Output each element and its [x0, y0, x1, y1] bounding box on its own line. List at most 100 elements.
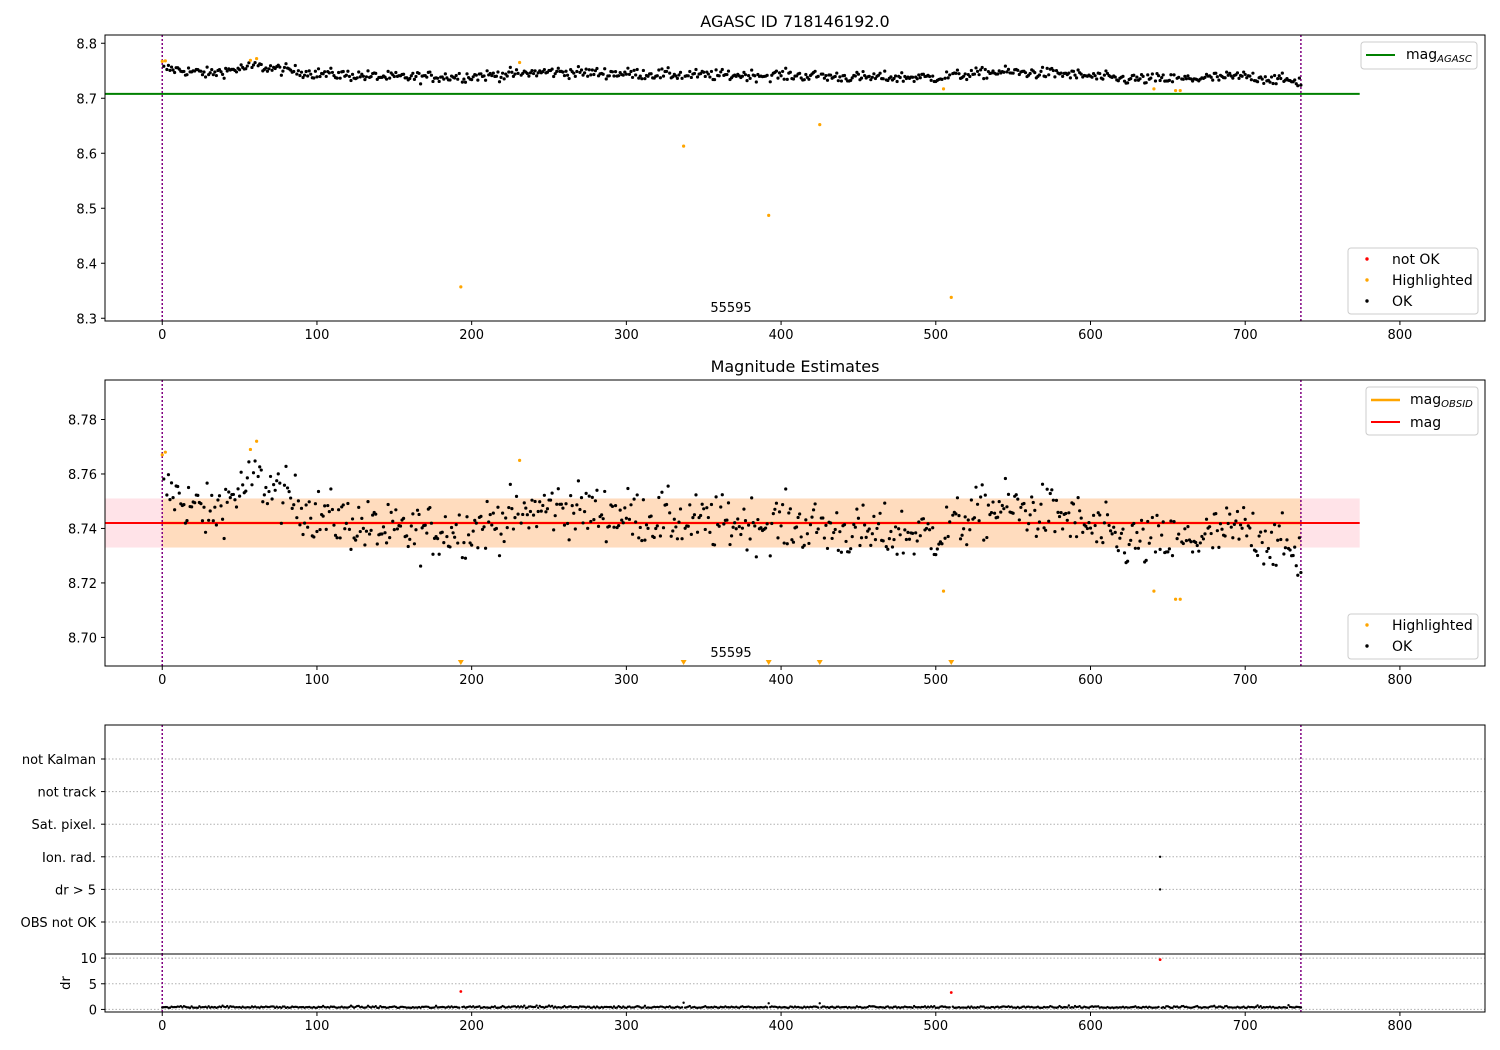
ok-point [785, 542, 789, 546]
ok-point [275, 479, 279, 483]
ok-point [1073, 73, 1077, 77]
dr-ok-point [196, 1006, 200, 1010]
ok-point [507, 505, 511, 510]
ok-point [906, 530, 910, 534]
agasc-obsid-label: 55595 [710, 301, 751, 316]
ok-point [496, 70, 500, 74]
x-tick-label: 700 [1233, 673, 1258, 688]
agasc-x-axis: 0 100 200 300 400 500 600 700 800 [158, 321, 1412, 343]
ok-point [487, 520, 491, 524]
ok-point [858, 543, 862, 548]
ok-point [556, 66, 560, 70]
ok-point [708, 530, 712, 534]
ok-point [658, 76, 663, 80]
ok-point [366, 69, 370, 73]
ok-point [1277, 74, 1281, 78]
ok-point [695, 530, 700, 534]
ok-point [635, 493, 639, 497]
ok-point [272, 483, 276, 487]
ok-point [207, 518, 211, 522]
ok-point [746, 73, 751, 78]
ok-point [1249, 543, 1253, 548]
ok-point [321, 514, 325, 518]
ok-point [582, 510, 587, 514]
dr-ok-point [1157, 1005, 1160, 1009]
ok-point [392, 528, 396, 532]
ok-point [595, 488, 599, 492]
y-tick-label: 8.72 [68, 577, 97, 592]
ok-point [740, 526, 744, 530]
highlighted-point [818, 123, 822, 127]
ok-point [743, 73, 748, 77]
ok-point [1101, 540, 1105, 545]
ok-point [443, 515, 447, 519]
ok-point [1269, 530, 1274, 534]
ok-point [1158, 78, 1162, 83]
ok-point [1161, 520, 1165, 524]
ok-point [910, 531, 915, 535]
estimates-y-axis: 8.70 8.72 8.74 8.76 8.78 [68, 413, 105, 646]
x-tick-label: 100 [305, 673, 330, 688]
y-tick-label: 8.6 [76, 147, 97, 162]
x-tick-label: 200 [459, 1019, 484, 1034]
ok-point [1198, 541, 1202, 545]
ok-point [946, 534, 950, 539]
ok-point [409, 74, 413, 78]
ok-point [552, 74, 556, 79]
ok-point [958, 537, 963, 541]
dr-not-ok-point [1158, 958, 1162, 962]
ok-point [802, 543, 806, 548]
dr-ok-point [535, 1004, 538, 1007]
ok-point [203, 530, 208, 534]
ok-point [1048, 491, 1052, 496]
ok-point [1129, 77, 1133, 81]
ok-point [279, 73, 283, 77]
ok-point [1194, 540, 1198, 545]
ok-point [838, 530, 842, 534]
ok-point [511, 527, 516, 531]
ok-point [1240, 526, 1244, 530]
ok-point [1110, 532, 1114, 536]
ok-point [301, 75, 305, 80]
ok-point [1272, 523, 1277, 527]
ok-point [657, 68, 661, 72]
ok-point [1223, 534, 1227, 538]
ok-point [794, 525, 799, 529]
ok-point [878, 511, 882, 515]
ok-point [412, 542, 417, 546]
estimates-obsid-label: 55595 [710, 646, 751, 661]
ok-point [1039, 69, 1043, 73]
ok-point [514, 68, 519, 72]
ok-point [632, 497, 636, 501]
ok-point [505, 74, 509, 78]
ok-point [350, 517, 355, 521]
ok-point [825, 546, 830, 551]
ok-point [394, 70, 398, 75]
ok-point [725, 72, 729, 77]
ok-point [864, 535, 868, 540]
ok-point [951, 513, 955, 517]
ok-point [381, 525, 386, 529]
dr-ok-point [1256, 1004, 1259, 1007]
ok-point [338, 536, 342, 540]
ok-point [316, 67, 321, 71]
x-tick-label: 500 [923, 673, 948, 688]
ok-point [1263, 75, 1267, 79]
ok-point [634, 73, 638, 77]
ok-point [256, 474, 260, 479]
ok-point [228, 495, 232, 500]
ok-point [672, 517, 676, 521]
ok-point [912, 79, 916, 84]
ok-point [838, 75, 842, 79]
ok-point [901, 79, 905, 83]
flag-row-label: Sat. pixel. [32, 818, 96, 833]
highlighted-point [255, 57, 259, 61]
ok-point [1297, 536, 1301, 540]
ok-point [1104, 500, 1108, 504]
ok-point [714, 68, 718, 72]
ok-point [375, 542, 379, 546]
ok-point [327, 510, 331, 514]
ok-point [1073, 521, 1077, 525]
below-range-marker [948, 660, 955, 665]
